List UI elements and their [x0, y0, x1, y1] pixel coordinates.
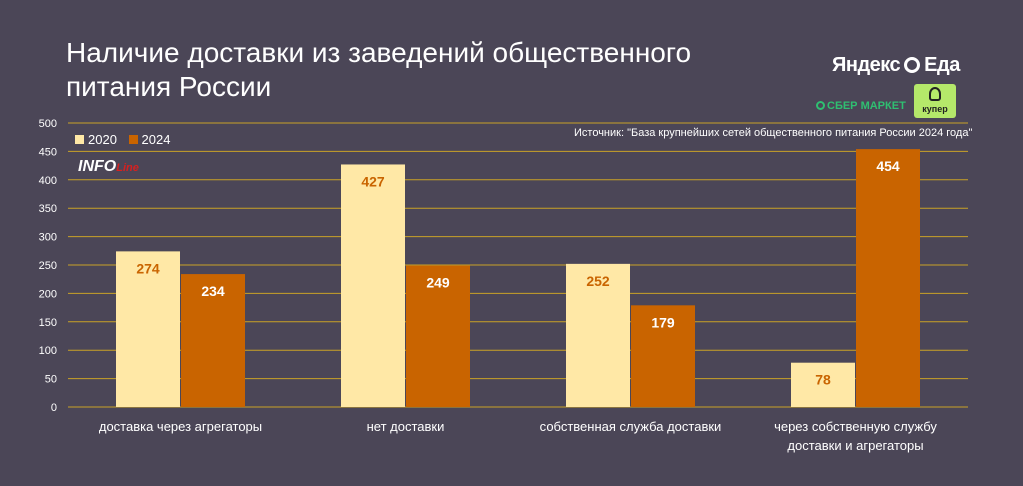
- x-category-label: через собственную службу: [774, 419, 937, 434]
- legend-item-2024: 2024: [128, 132, 171, 147]
- data-label: 274: [136, 260, 160, 276]
- y-tick-label: 400: [39, 175, 57, 187]
- data-label: 427: [361, 173, 385, 189]
- data-label: 454: [876, 158, 900, 174]
- y-tick-label: 50: [45, 374, 57, 386]
- legend-item-2020: 2020: [75, 132, 117, 147]
- kuper-figure-icon: [929, 87, 941, 101]
- y-tick-label: 500: [39, 118, 57, 130]
- kuper-logo: купер: [914, 84, 956, 118]
- y-tick-label: 350: [39, 203, 57, 215]
- eda-logo-text: Еда: [924, 54, 960, 76]
- yandex-logo-text: Яндекс: [832, 54, 901, 76]
- kuper-logo-text: купер: [922, 104, 948, 114]
- line-logo-text: Line: [116, 162, 139, 174]
- legend-label-2020: 2020: [88, 132, 117, 147]
- data-label: 249: [426, 275, 450, 291]
- yandex-eda-logo: Яндекс Еда: [832, 54, 960, 77]
- y-tick-label: 450: [39, 146, 57, 158]
- bar-2024: [631, 305, 695, 407]
- sbermarket-logo: СБЕР МАРКЕТ: [816, 100, 906, 112]
- y-tick-label: 150: [39, 317, 57, 329]
- sbermarket-logo-text: СБЕР МАРКЕТ: [827, 100, 906, 112]
- bar-2020: [341, 164, 405, 407]
- source-note: Источник: "База крупнейших сетей обществ…: [574, 127, 973, 139]
- y-tick-label: 100: [39, 345, 57, 357]
- bar-2024: [856, 149, 920, 408]
- x-category-label: собственная служба доставки: [540, 419, 722, 434]
- info-logo-text: INFO: [78, 158, 117, 175]
- y-tick-label: 250: [39, 260, 57, 272]
- x-category-label: доставки и агрегаторы: [787, 438, 923, 453]
- legend-label-2024: 2024: [141, 132, 171, 147]
- data-label: 78: [815, 372, 831, 388]
- x-category-label: нет доставки: [367, 419, 445, 434]
- data-label: 234: [201, 283, 225, 299]
- y-tick-label: 200: [39, 288, 57, 300]
- chart-title: Наличие доставки из заведений общественн…: [66, 37, 692, 102]
- bar-2020: [566, 263, 630, 407]
- data-label: 252: [586, 273, 610, 289]
- chart-legend: 2020 2024: [75, 132, 178, 147]
- sber-icon: [816, 101, 825, 110]
- bar-2024: [181, 274, 245, 407]
- bar-2020: [791, 362, 855, 407]
- swirl-icon: [904, 57, 921, 73]
- y-tick-label: 300: [39, 232, 57, 244]
- infoline-logo: INFOLine: [78, 158, 139, 176]
- bar-2024: [406, 265, 470, 407]
- legend-swatch-2020: [75, 135, 84, 144]
- bar-2020: [116, 251, 180, 407]
- legend-swatch-2024: [128, 135, 138, 144]
- data-label: 179: [651, 314, 675, 330]
- y-tick-label: 0: [51, 402, 57, 414]
- x-category-label: доставка через агрегаторы: [99, 419, 262, 434]
